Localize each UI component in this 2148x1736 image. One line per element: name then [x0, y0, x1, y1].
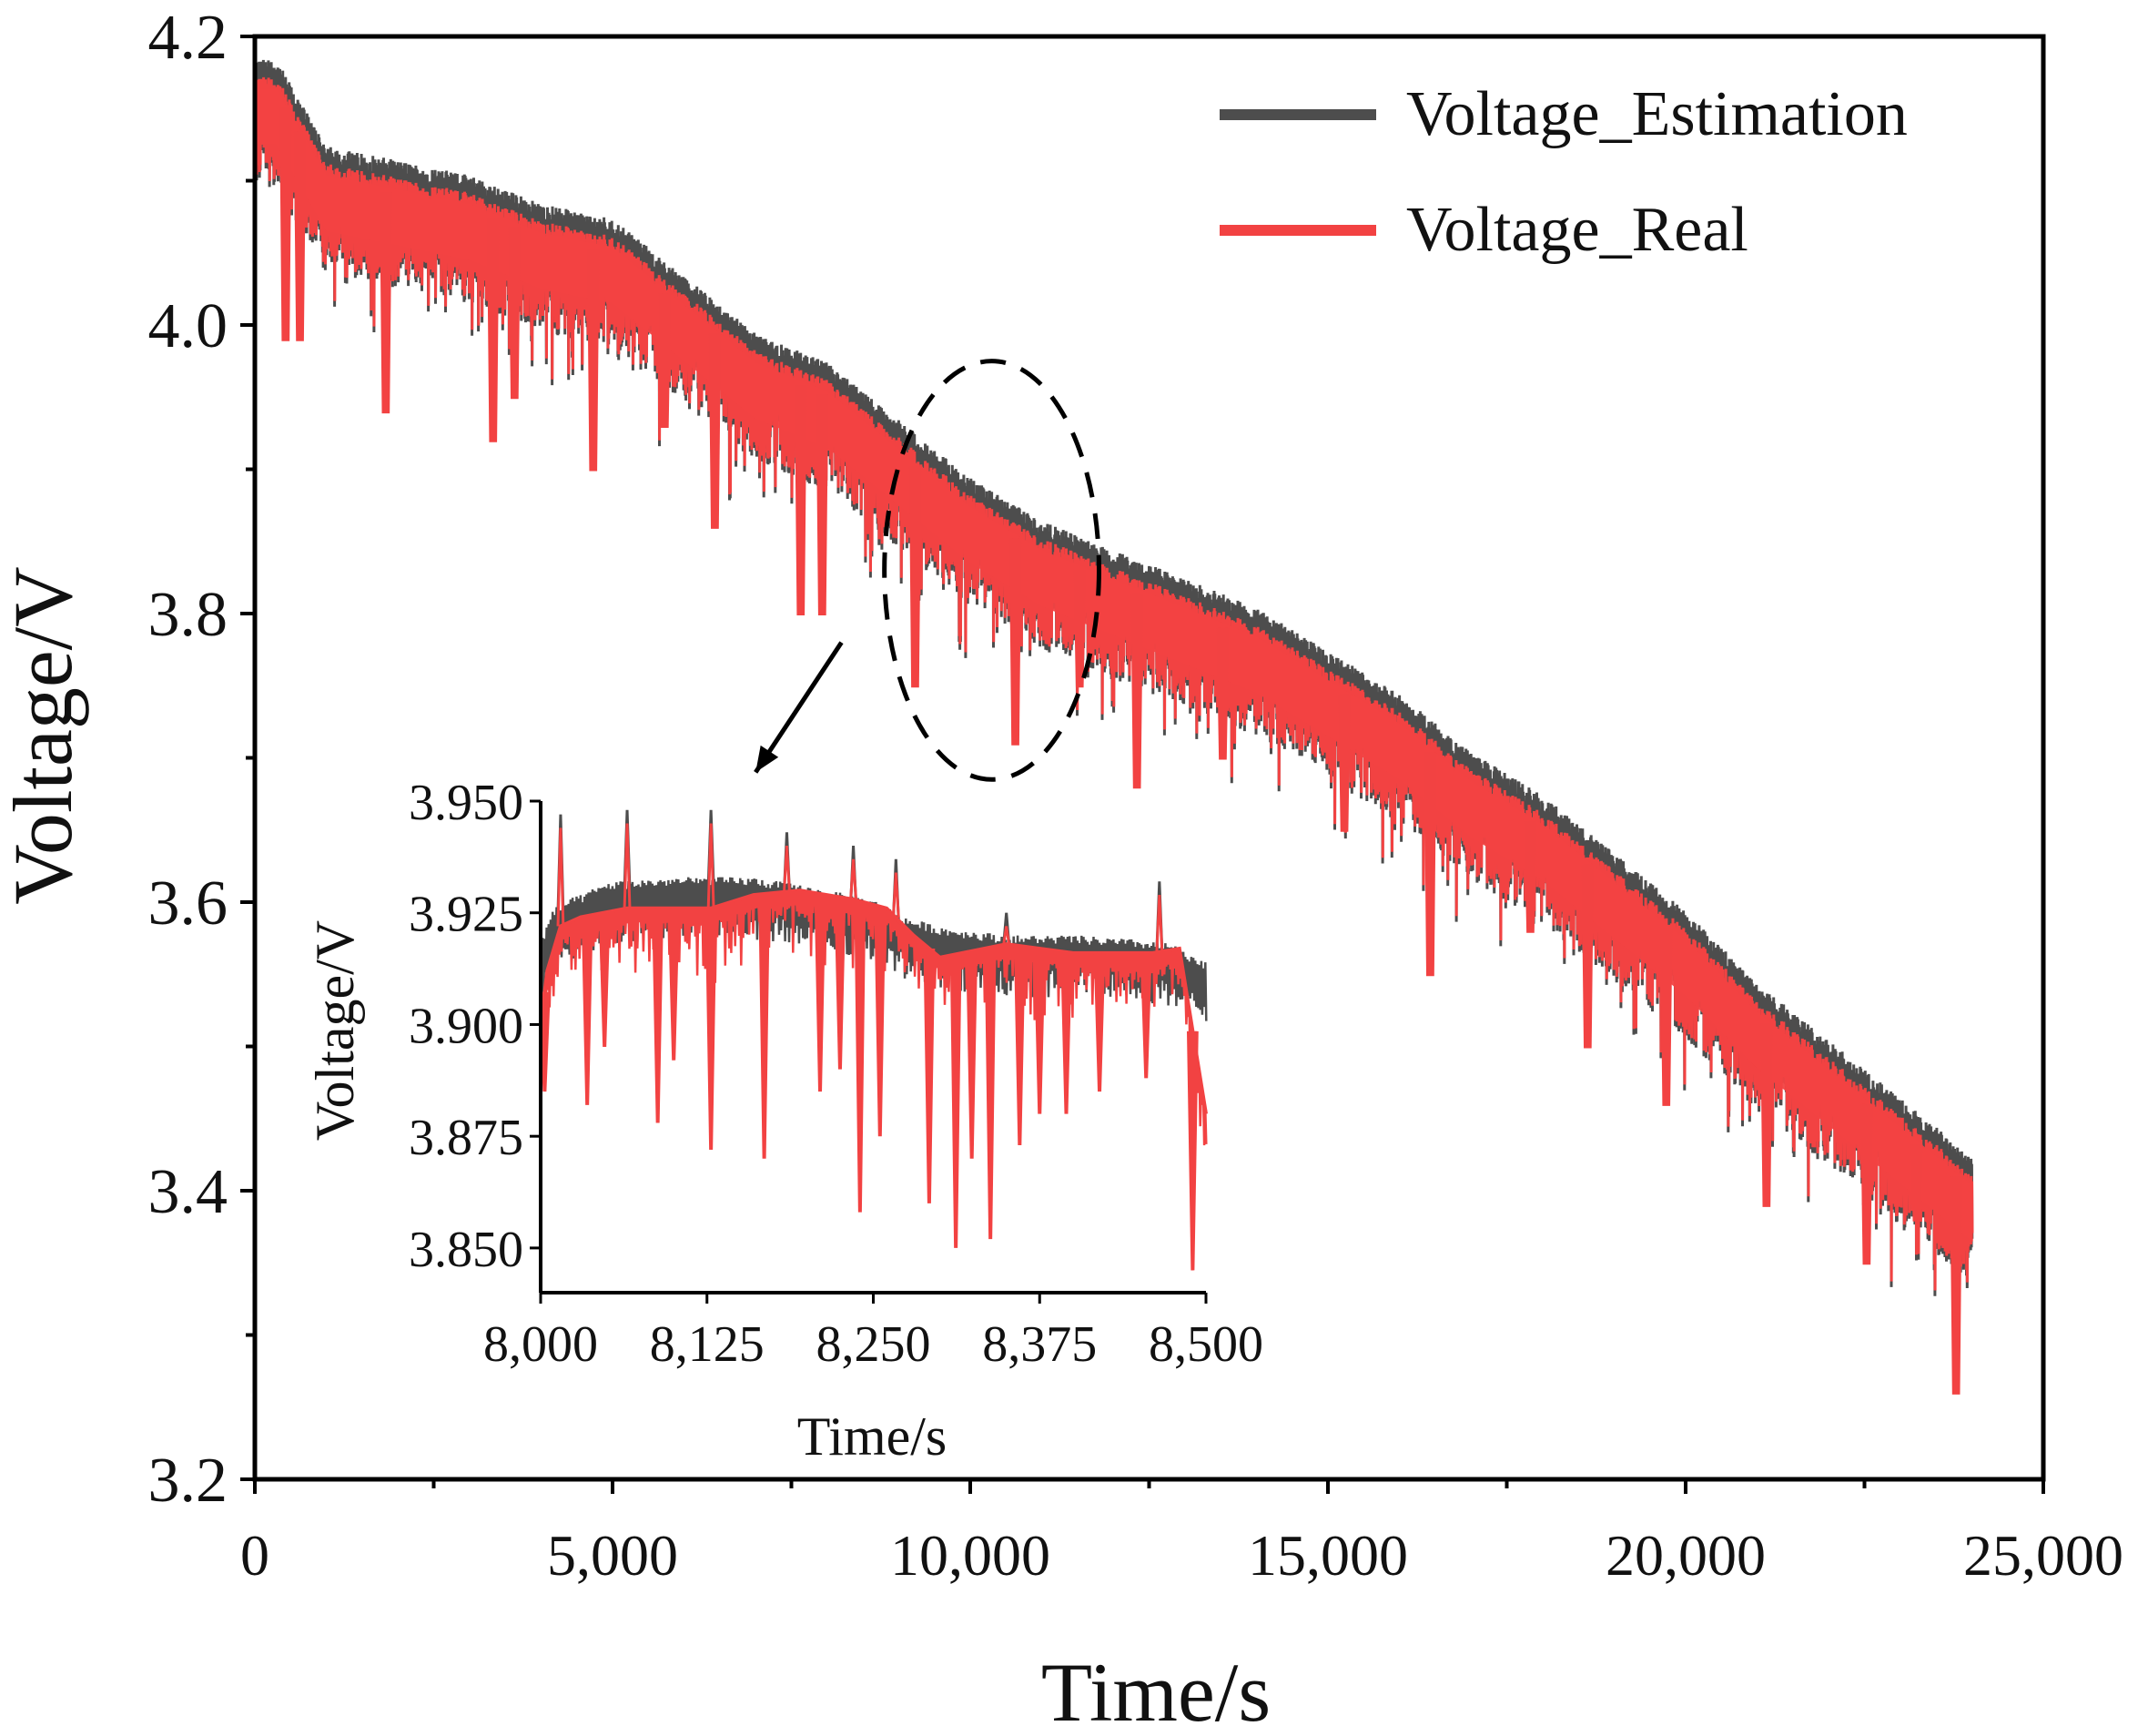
inset-x-tick-label: 8,125 — [650, 1316, 765, 1373]
inset-real-drop-17 — [1060, 951, 1072, 1114]
inset-real-drop-20 — [1186, 1030, 1199, 1271]
inset-real-drop-13 — [966, 950, 978, 1159]
main-x-axis-title: Time/s — [1041, 1646, 1271, 1736]
deep-drop-15 — [1338, 694, 1351, 832]
deep-drop-9 — [816, 394, 828, 615]
x-tick-label: 15,000 — [1248, 1523, 1408, 1588]
y-tick-label: 3.6 — [148, 868, 228, 939]
x-tick-label: 5,000 — [547, 1523, 678, 1588]
inset-x-tick-label: 8,250 — [816, 1316, 931, 1373]
inset-real-drop-15 — [1013, 946, 1026, 1146]
inset-real-drop-7 — [814, 893, 826, 1092]
inset-y-tick-label: 3.950 — [409, 775, 523, 831]
x-tick-label: 20,000 — [1606, 1523, 1766, 1588]
deep-drop-6 — [658, 293, 672, 428]
deep-drop-14 — [1216, 627, 1230, 760]
zoom-arrow-head — [755, 745, 779, 773]
deep-drop-2 — [380, 192, 392, 414]
y-tick-label: 3.8 — [148, 580, 228, 650]
inset-background — [541, 801, 1206, 1293]
inset-real-drop-19 — [1140, 952, 1152, 1079]
inset-x-tick-label: 8,000 — [483, 1316, 598, 1373]
inset-real-drop-11 — [923, 948, 936, 1203]
inset-y-tick-label: 3.875 — [409, 1110, 523, 1166]
inset-x-tick-label: 8,500 — [1149, 1316, 1263, 1373]
inset-real-spike-7 — [1155, 895, 1164, 952]
deep-drop-21 — [1860, 1103, 1873, 1265]
zoom-arrow-shaft — [754, 641, 844, 774]
inset-y-tick-label: 3.900 — [409, 998, 523, 1054]
inset-real-drop-5 — [704, 908, 717, 1150]
inset-real-drop-3 — [652, 908, 664, 1123]
inset-real-spike-1 — [623, 823, 632, 909]
inset-real-drop-14 — [984, 947, 997, 1240]
deep-drop-11 — [1008, 538, 1022, 746]
deep-drop-20 — [1760, 1023, 1773, 1207]
legend: Voltage_Estimation Voltage_Real — [1220, 79, 1908, 265]
inset-real-drop-1 — [581, 916, 593, 1105]
y-tick-label: 4.0 — [148, 291, 228, 361]
deep-drop-5 — [587, 248, 600, 472]
deep-drop-12 — [1073, 570, 1086, 688]
inset-real-drop-10 — [874, 906, 887, 1137]
inset-y-tick-label: 3.925 — [409, 887, 523, 943]
inset-real-drop-16 — [1033, 948, 1046, 1114]
inset-real-spike-5 — [891, 872, 900, 919]
inset-real-drop-9 — [854, 900, 866, 1213]
zoom-ellipse — [882, 359, 1101, 782]
main-y-axis-title: Voltage/V — [0, 566, 89, 904]
inset-real-drop-2 — [598, 912, 611, 1048]
deep-drop-8 — [795, 385, 807, 615]
inset-real-spike-0 — [556, 827, 565, 927]
deep-drop-10 — [908, 466, 922, 688]
inset-real-spike-3 — [783, 846, 791, 892]
deep-drop-19 — [1660, 928, 1673, 1106]
inset-ticks: 8,000 8,125 8,250 8,375 8,500 3.850 3.875 3.900… — [409, 775, 1263, 1373]
inset-real-drop-12 — [949, 954, 962, 1248]
inset-x-tick-label: 8,375 — [982, 1316, 1097, 1373]
deep-drop-4 — [508, 227, 521, 400]
series-band-voltage-real — [255, 88, 1972, 1242]
inset-x-axis-title: Time/s — [797, 1406, 947, 1467]
y-tick-label: 3.4 — [148, 1157, 228, 1227]
legend-label-real: Voltage_Real — [1406, 195, 1748, 265]
inset-series-voltage-real — [539, 888, 1208, 1114]
inset-real-drop-8 — [834, 897, 846, 1070]
deep-drop-18 — [1581, 864, 1594, 1049]
x-tick-label: 0 — [240, 1523, 269, 1588]
deep-drop-22 — [1910, 1144, 1923, 1222]
main-data-layer — [253, 59, 1974, 1395]
inset-real-drop-4 — [667, 908, 680, 1061]
deep-drop-17 — [1524, 821, 1537, 933]
inset-y-tick-label: 3.850 — [409, 1222, 523, 1278]
main-annotations — [754, 359, 1101, 782]
inset-real-spike-4 — [849, 858, 857, 900]
main-ticks: 0 5,000 10,000 15,000 20,000 25,000 3.2 3.4 3.6 3… — [148, 3, 2124, 1588]
inset-real-drop-18 — [1093, 952, 1106, 1092]
inset-real-spike-2 — [706, 823, 715, 909]
legend-label-estimation: Voltage_Estimation — [1406, 79, 1908, 149]
deep-drop-13 — [1130, 593, 1143, 789]
inset-y-axis-title: Voltage/V — [305, 920, 365, 1141]
x-tick-label: 10,000 — [890, 1523, 1050, 1588]
deep-drop-1 — [293, 131, 307, 341]
inset-real-spike-6 — [1002, 926, 1011, 945]
deep-drop-16 — [1424, 752, 1437, 977]
deep-drop-23 — [1950, 1176, 1962, 1395]
y-tick-label: 4.2 — [148, 3, 228, 73]
inset-real-drop-6 — [758, 893, 771, 1159]
deep-drop-0 — [279, 106, 292, 341]
x-tick-label: 25,000 — [1963, 1523, 2123, 1588]
y-tick-label: 3.2 — [148, 1446, 228, 1516]
inset-data-layer — [539, 809, 1208, 1271]
deep-drop-7 — [708, 333, 722, 529]
deep-drop-3 — [487, 218, 500, 442]
